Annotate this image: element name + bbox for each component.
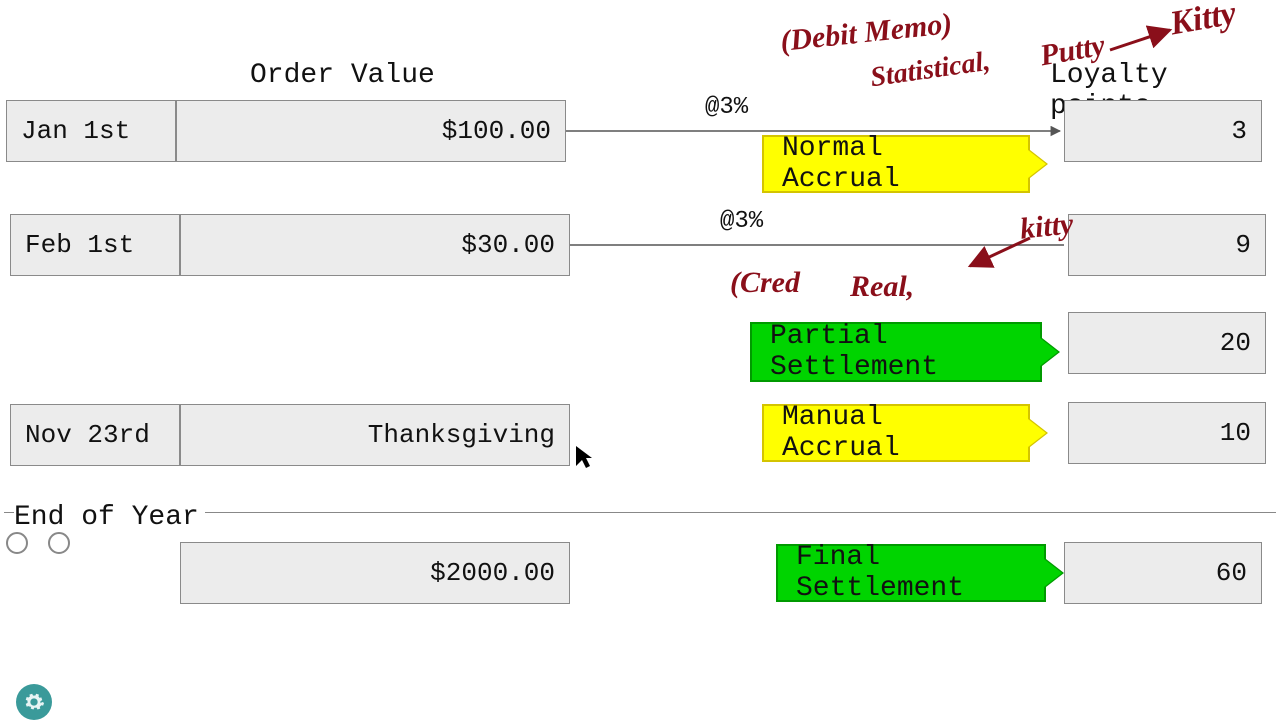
row1-value-cell: $100.00 <box>176 100 566 162</box>
row4-points-cell: 10 <box>1068 402 1266 464</box>
radio-1[interactable] <box>6 532 28 554</box>
row4-date-cell: Nov 23rd <box>10 404 180 466</box>
manual-accrual-tag: Manual Accrual <box>762 404 1030 462</box>
gear-icon[interactable] <box>16 684 52 720</box>
tag-label: Manual Accrual <box>782 402 1010 464</box>
row2-rate-label: @3% <box>720 208 763 235</box>
hand-kitty-mid: kitty <box>1018 207 1075 246</box>
row3-points-cell: 20 <box>1068 312 1266 374</box>
hand-kitty-top: Kitty <box>1167 0 1239 43</box>
cursor-icon <box>574 444 594 478</box>
hand-statistical: Statistical, <box>868 46 992 94</box>
hand-debit-memo: (Debit Memo) <box>779 7 954 59</box>
row1-points-cell: 3 <box>1064 100 1262 162</box>
row2-value-cell: $30.00 <box>180 214 570 276</box>
hand-cred: (Cred <box>730 266 800 300</box>
end-of-year-label: End of Year <box>14 502 205 533</box>
row4-value-cell: Thanksgiving <box>180 404 570 466</box>
row1-rate-label: @3% <box>705 94 748 121</box>
normal-accrual-tag: Normal Accrual <box>762 135 1030 193</box>
row2-points-cell: 9 <box>1068 214 1266 276</box>
row5-points-cell: 60 <box>1064 542 1262 604</box>
final-settlement-tag: Final Settlement <box>776 544 1046 602</box>
tag-label: Partial Settlement <box>770 321 1022 383</box>
tag-label: Normal Accrual <box>782 133 1010 195</box>
row2-date-cell: Feb 1st <box>10 214 180 276</box>
tag-label: Final Settlement <box>796 542 1026 604</box>
hand-real: Real, <box>850 270 914 304</box>
order-value-heading: Order Value <box>250 60 435 91</box>
row5-value-cell: $2000.00 <box>180 542 570 604</box>
row1-date-cell: Jan 1st <box>6 100 176 162</box>
radio-2[interactable] <box>48 532 70 554</box>
partial-settlement-tag: Partial Settlement <box>750 322 1042 382</box>
